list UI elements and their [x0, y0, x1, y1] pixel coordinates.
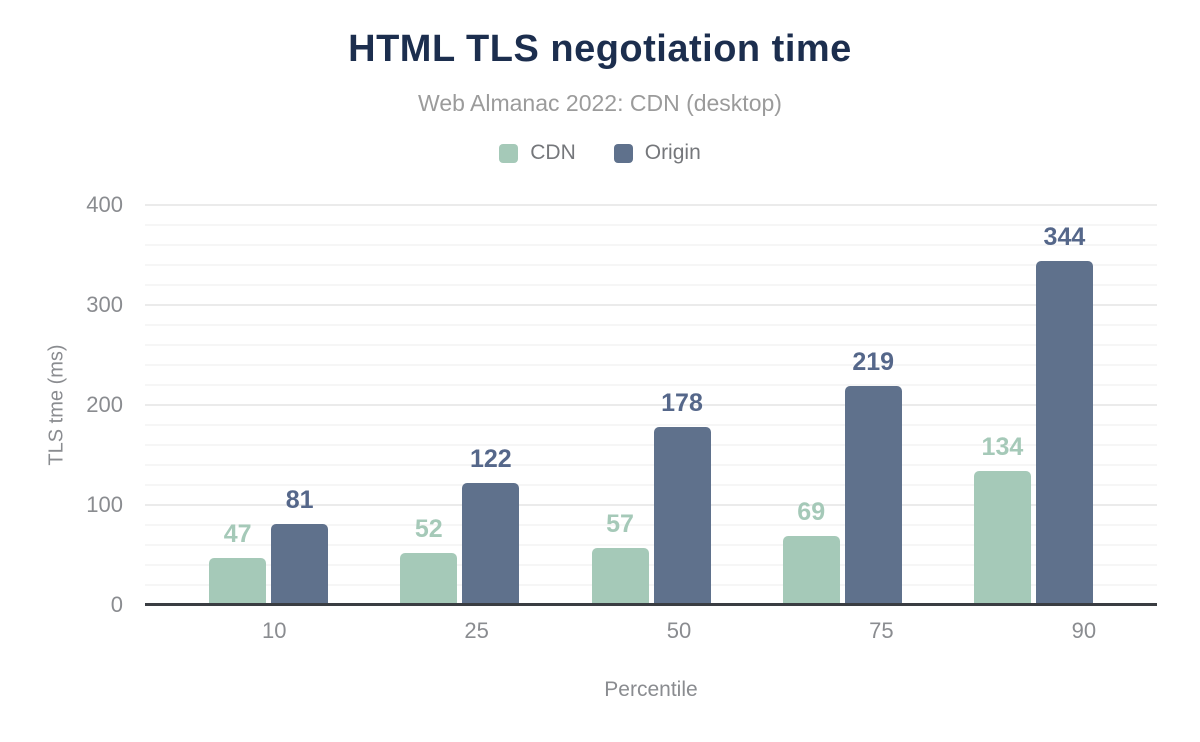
bar-value-cdn-p90: 134 [981, 433, 1024, 461]
legend-label: Origin [644, 141, 701, 164]
gridline-minor [145, 384, 1157, 386]
x-label-p75: 75 [869, 618, 894, 643]
y-tick-100: 100 [86, 492, 123, 517]
y-tick-0: 0 [110, 592, 123, 617]
x-axis-line [145, 603, 1157, 606]
x-label-p50: 50 [666, 618, 692, 643]
gridline-minor [145, 344, 1157, 346]
plot-area: 47 81 52 122 57 178 69 219 134 344 [145, 204, 1157, 606]
gridline-minor [145, 284, 1157, 286]
gridline-minor [145, 444, 1157, 446]
legend-item-origin: Origin [613, 141, 701, 165]
bar-value-origin-p25: 122 [469, 445, 512, 473]
gridline-minor [145, 564, 1157, 566]
bar-origin-p75: 219 [844, 348, 902, 605]
gridline-minor [145, 584, 1157, 586]
bar-value-origin-p90: 344 [1043, 223, 1086, 251]
bar-group-p50: 57 178 [555, 205, 746, 605]
y-tick-200: 200 [86, 392, 123, 417]
bar-groups: 47 81 52 122 57 178 69 219 134 344 [145, 205, 1157, 605]
legend-swatch-cdn [499, 143, 519, 163]
gridline-minor [145, 524, 1157, 526]
gridline-minor [145, 224, 1157, 226]
gridline-major [145, 304, 1157, 306]
gridline-major [145, 404, 1157, 406]
bar-origin-p90: 344 [1035, 223, 1093, 605]
chart-subtitle: Web Almanac 2022: CDN (desktop) [418, 90, 782, 116]
gridline-minor [145, 364, 1157, 366]
gridline-minor [145, 544, 1157, 546]
bar-value-cdn-p25: 52 [414, 515, 443, 543]
bar-value-origin-p10: 81 [285, 486, 314, 514]
bar-group-p10: 47 81 [173, 205, 364, 605]
bar-cdn-p25: 52 [400, 515, 458, 605]
gridline-major [145, 204, 1157, 206]
legend-swatch-origin [613, 143, 633, 163]
gridline-minor [145, 244, 1157, 246]
x-label-p10: 10 [261, 618, 287, 643]
bar-value-cdn-p50: 57 [606, 510, 634, 538]
bar-origin-p10: 81 [271, 486, 329, 605]
gridline-minor [145, 464, 1157, 466]
bar-cdn-p50: 57 [591, 510, 649, 605]
gridline-minor [145, 324, 1157, 326]
bar-value-cdn-p10: 47 [223, 520, 252, 548]
y-tick-300: 300 [86, 292, 123, 317]
bar-value-cdn-p75: 69 [797, 498, 826, 526]
bar-group-p75: 69 219 [747, 205, 938, 605]
x-label-p25: 25 [464, 618, 489, 643]
gridline-major [145, 504, 1157, 506]
bar-group-p90: 134 344 [938, 205, 1129, 605]
x-label-p90: 90 [1071, 618, 1097, 643]
bar-cdn-p75: 69 [782, 498, 840, 605]
bar-origin-p50: 178 [653, 389, 711, 605]
x-axis-title: Percentile [604, 678, 698, 701]
bar-cdn-p10: 47 [209, 520, 267, 605]
legend-label: CDN [530, 141, 576, 164]
y-axis-ticks: 0 100 200 300 400 [0, 192, 135, 617]
y-tick-400: 400 [86, 192, 123, 217]
x-axis-labels: 10 25 50 75 90 [145, 618, 1200, 644]
gridline-minor [145, 424, 1157, 426]
gridline-minor [145, 264, 1157, 266]
legend: CDN Origin [0, 141, 1200, 165]
bar-value-origin-p50: 178 [661, 389, 703, 417]
chart-title: HTML TLS negotiation time [348, 28, 852, 70]
bar-origin-p25: 122 [462, 445, 520, 605]
bar-value-origin-p75: 219 [852, 348, 895, 376]
bar-group-p25: 52 122 [364, 205, 555, 605]
bar-cdn-p90: 134 [973, 433, 1031, 605]
legend-item-cdn: CDN [499, 141, 576, 165]
gridline-minor [145, 484, 1157, 486]
